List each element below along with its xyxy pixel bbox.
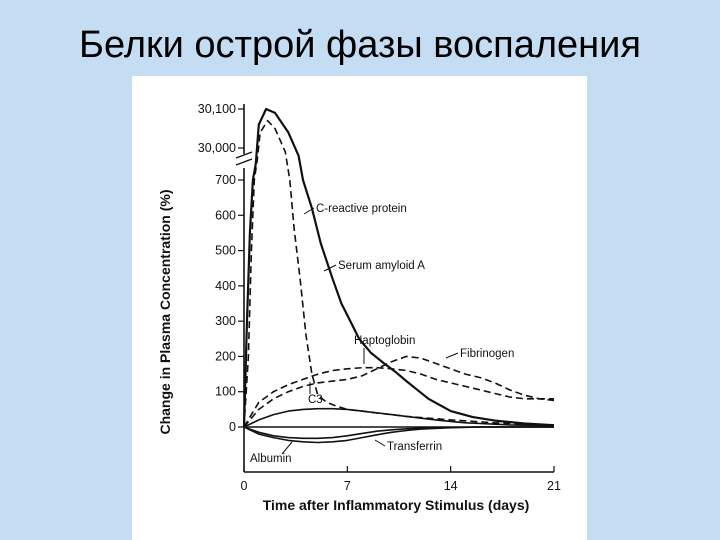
acute-phase-chart: 0 100 200 300 400 500 600 700 30,000 30,100 0 7 14 21… [157,102,561,513]
series-label-transferrin: Transferrin [387,441,442,453]
series-line-c-reactive-protein [242,107,555,428]
label-leader [445,352,459,359]
x-tick-label: 0 [241,479,248,493]
series-labels: C-reactive protein Serum amyloid A Haptogl… [250,203,514,465]
y-tick-label: 0 [229,420,236,434]
x-tick-label: 21 [547,479,561,493]
series-label-haptoglobin: Haptoglobin [354,335,415,347]
label-leader [323,264,337,272]
series-label-albumin: Albumin [250,453,292,465]
series-lines [242,107,555,444]
y-tick-label: 300 [215,314,236,328]
x-tick-label: 14 [444,479,458,493]
series-label-serum-amyloid-a: Serum amyloid A [338,260,425,272]
y-axis-title: Change in Plasma Concentration (%) [157,189,173,434]
chart-panel: 0 100 200 300 400 500 600 700 30,000 30,100 0 7 14 21… [132,76,587,540]
x-axis-title: Time after Inflammatory Stimulus (days) [263,497,530,513]
series-line-fibrinogen [243,355,555,428]
label-leader [303,207,315,215]
tick-labels: 0 100 200 300 400 500 600 700 30,000 30,100 0 7 14 21 [198,102,561,493]
y-tick-label: 700 [215,173,236,187]
series-label-c3: C3 [308,394,323,406]
series-line-serum-amyloid-a [243,119,555,428]
y-tick-label: 500 [215,244,236,258]
series-line-haptoglobin [243,366,554,428]
y-tick-label: 200 [215,349,236,363]
x-tick-label: 7 [344,479,351,493]
y-tick-label: 600 [215,208,236,222]
series-line-albumin [243,426,554,444]
series-label-fibrinogen: Fibrinogen [460,348,514,360]
chart-axes [235,104,554,473]
y-tick-label: 30,100 [198,102,236,116]
label-leader [281,441,293,455]
series-line-transferrin [243,426,554,440]
y-tick-label: 100 [215,385,236,399]
series-line-c3 [243,407,555,428]
series-label-c-reactive-protein: C-reactive protein [316,203,407,215]
y-axis-break-mark [235,151,253,166]
label-leader [374,439,386,447]
y-tick-label: 400 [215,279,236,293]
slide-title: Белки острой фазы воспаления [79,24,641,66]
y-tick-label: 30,000 [198,141,236,155]
